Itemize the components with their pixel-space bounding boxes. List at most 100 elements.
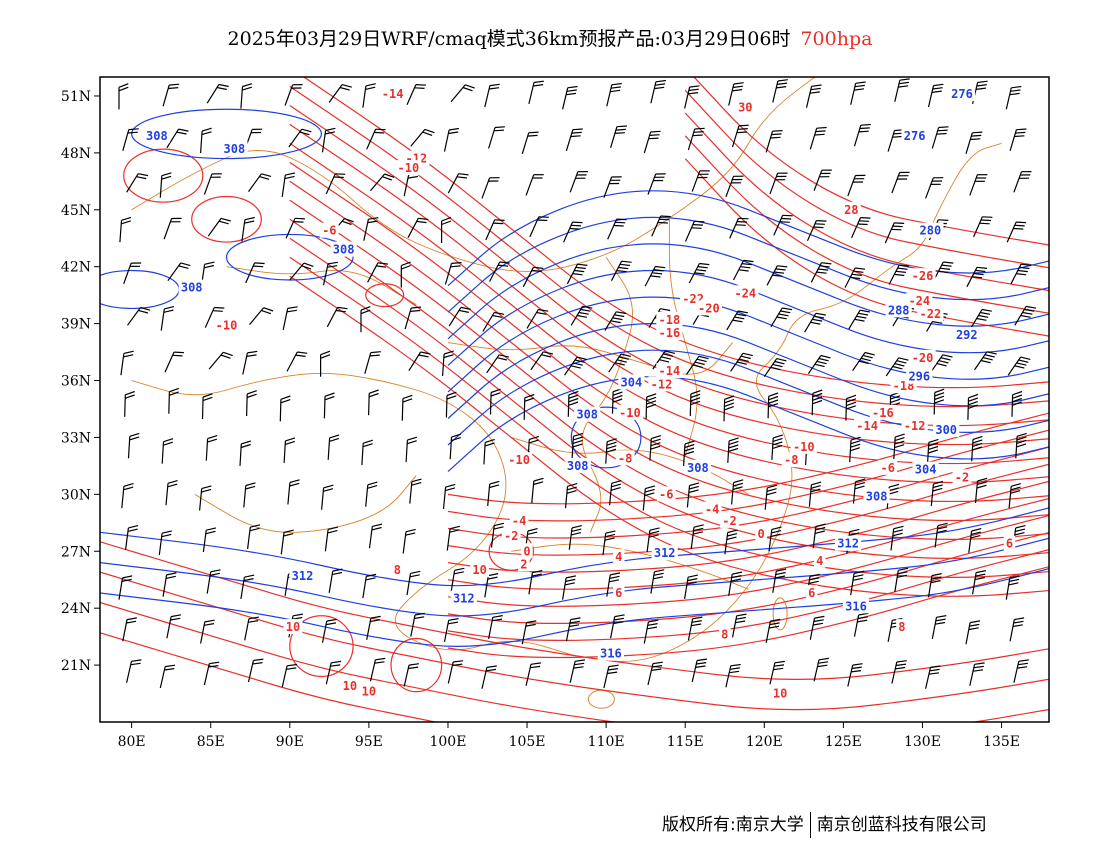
wind-barb <box>367 262 388 283</box>
wind-barb <box>684 574 698 599</box>
wind-barb <box>852 351 875 372</box>
contour-label: -26 <box>912 269 934 283</box>
temp-contour-south-0 <box>447 412 1049 505</box>
wind-barb <box>489 388 501 415</box>
contour-label: -20 <box>912 351 934 365</box>
wind-barb <box>844 267 866 288</box>
temp-contour-north-1 <box>289 86 1049 408</box>
wind-barb <box>687 616 703 641</box>
contour-label: -10 <box>793 440 815 454</box>
wind-barb <box>240 574 255 599</box>
wind-barb <box>644 265 666 287</box>
wind-barb <box>1008 483 1021 509</box>
wind-barb <box>410 612 425 637</box>
wind-barb <box>809 126 827 150</box>
temp-contour-south-2 <box>447 446 1049 539</box>
wind-barb <box>763 358 787 378</box>
wind-barb <box>409 478 422 504</box>
wind-barb <box>161 438 174 464</box>
contour-label-bg <box>684 459 711 475</box>
wind-barb <box>894 78 910 102</box>
contour-label-bg <box>143 127 170 143</box>
contour-label-bg <box>319 222 339 238</box>
contour-label: 4 <box>816 554 823 568</box>
contour-label: 288 <box>888 303 910 317</box>
wind-barb <box>168 387 179 414</box>
wind-barb <box>806 220 827 241</box>
wind-barb <box>974 477 988 503</box>
wind-barb <box>125 525 139 550</box>
wind-barb <box>521 620 537 645</box>
wind-barb <box>442 483 456 510</box>
wind-barb <box>569 171 588 193</box>
contour-label: -20 <box>698 301 720 315</box>
contour-label: 280 <box>920 224 942 238</box>
wind-barb <box>443 127 459 152</box>
lon-tick-label: 95E <box>355 734 383 750</box>
contour-label: -12 <box>651 377 673 391</box>
border-line-9 <box>194 475 417 533</box>
wind-barb <box>162 572 177 597</box>
contour-label-bg <box>952 469 972 485</box>
contour-label-bg <box>885 302 912 318</box>
temp-contour-tropic-1 <box>100 571 1049 711</box>
wind-barb <box>645 393 657 420</box>
contour-label-bg <box>509 512 529 528</box>
title-main: 2025年03月29日WRF/cmaq模式36km预报产品:03月29日06时 <box>227 28 791 50</box>
wind-barb <box>124 390 135 417</box>
wind-barb <box>401 394 413 421</box>
contour-label: 2 <box>520 558 527 572</box>
wind-barb <box>247 524 261 550</box>
contour-label: 308 <box>146 129 168 143</box>
temp-contour-north-10 <box>289 256 1049 578</box>
wind-barb <box>893 433 905 460</box>
wind-barb <box>321 127 336 153</box>
lat-tick-label: 21N <box>61 658 91 674</box>
wind-barb <box>366 128 386 150</box>
contour-label-bg <box>656 311 683 327</box>
wind-barb <box>525 662 541 686</box>
wind-barb <box>404 306 422 330</box>
wind-barb <box>562 85 578 110</box>
contour-label-bg <box>289 567 316 583</box>
wind-barb <box>447 660 464 684</box>
map-title: 2025年03月29日WRF/cmaq模式36km预报产品:03月29日06时 7… <box>0 24 1100 51</box>
wind-barb <box>322 261 338 286</box>
hainan-outline <box>587 689 615 709</box>
wind-barb <box>123 262 142 285</box>
wind-barb <box>248 173 272 192</box>
wind-barb <box>200 619 215 644</box>
contour-label-bg <box>618 374 645 390</box>
contour-label-bg <box>221 141 248 157</box>
contour-label: -18 <box>659 313 681 327</box>
wind-barb <box>610 125 627 148</box>
temp-contour-south-9 <box>447 566 1049 659</box>
wind-barb <box>723 395 735 422</box>
wind-barb <box>1007 356 1031 376</box>
wind-barb <box>489 261 510 282</box>
contour-label-bg <box>896 619 908 635</box>
wind-barb <box>246 390 257 417</box>
geo-closed-contour-3 <box>570 406 642 469</box>
temp-closed-contour-2 <box>365 283 405 308</box>
wind-barb <box>927 83 944 108</box>
wind-barb <box>934 522 948 548</box>
wind-barb <box>283 437 296 463</box>
wind-barb <box>845 394 857 421</box>
wind-barb <box>925 665 941 689</box>
wind-barb <box>888 264 910 285</box>
border-line-6 <box>226 266 417 305</box>
temp-contour-tropic-2 <box>100 601 1049 722</box>
contour-label: 0 <box>757 527 764 541</box>
wind-barb <box>607 218 627 240</box>
wind-barb <box>247 658 264 683</box>
contour-label-bg <box>901 127 928 143</box>
wind-barb <box>691 658 708 683</box>
wind-barb <box>688 262 710 284</box>
border-line-2 <box>574 142 1002 662</box>
lon-tick-label: 130E <box>904 734 941 750</box>
wind-barb <box>647 173 666 195</box>
wind-barb <box>244 616 259 641</box>
contour-label: 30 <box>738 100 752 114</box>
wind-barb <box>642 485 656 511</box>
